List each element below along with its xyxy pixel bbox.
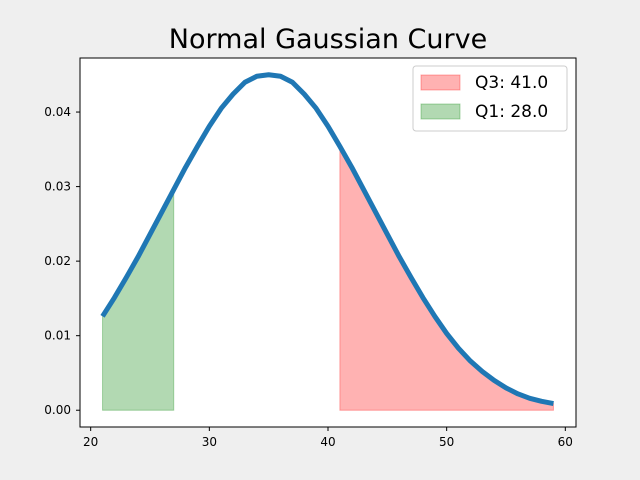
- curve-layer: [100, 72, 554, 406]
- x-tick-label: 40: [320, 435, 335, 449]
- legend-box: [412, 65, 568, 132]
- y-tick-label: 0.03: [44, 180, 71, 194]
- y-axis: 0.00 0.01 0.02 0.03 0.04: [44, 105, 80, 417]
- y-tick-label: 0.04: [44, 105, 71, 119]
- x-tick-label: 20: [83, 435, 98, 449]
- x-tick-label: 60: [558, 435, 573, 449]
- legend-swatch-1: [420, 74, 461, 91]
- y-tick-label: 0.00: [44, 403, 71, 417]
- legend-label-1: Q3: 41.0: [475, 73, 548, 93]
- chart-title: Normal Gaussian Curve: [169, 24, 487, 55]
- x-tick-label: 50: [439, 435, 454, 449]
- gaussian-curve-line: [100, 72, 554, 406]
- x-axis: 20 30 40 50 60: [83, 427, 573, 449]
- y-tick-label: 0.02: [44, 254, 71, 268]
- legend: Q3: 41.0 Q1: 28.0: [412, 65, 568, 132]
- x-tick-label: 30: [202, 435, 217, 449]
- y-tick-label: 0.01: [44, 329, 71, 343]
- legend-label-2: Q1: 28.0: [475, 102, 548, 122]
- legend-swatch-2: [420, 103, 461, 120]
